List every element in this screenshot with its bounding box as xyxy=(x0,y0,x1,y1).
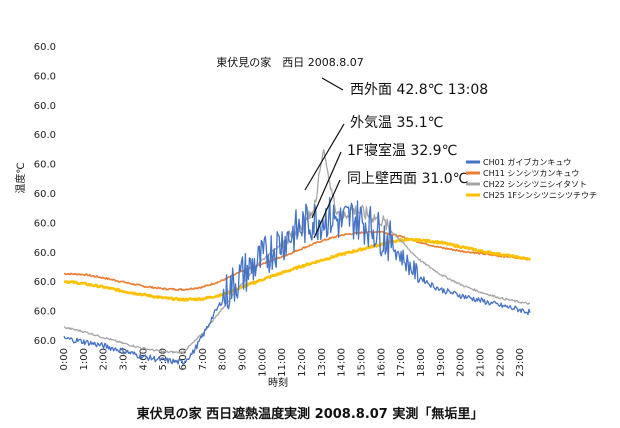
y-tick-label: 60.0 xyxy=(34,248,56,259)
x-tick-label: 9:00 xyxy=(237,348,248,370)
x-tick-label: 21:00 xyxy=(475,348,486,377)
y-tick-label: 60.0 xyxy=(34,101,56,112)
y-tick-label: 60.0 xyxy=(34,336,56,347)
series-line xyxy=(63,230,531,291)
x-tick-label: 19:00 xyxy=(436,348,447,377)
x-tick-label: 6:00 xyxy=(178,348,189,370)
x-tick-label: 18:00 xyxy=(416,348,427,377)
legend-label: CH01 ガイブカンキュウ xyxy=(483,157,571,167)
x-tick-label: 23:00 xyxy=(515,348,526,377)
legend-label: CH11 シンシツカンキュウ xyxy=(483,169,579,178)
y-tick-label: 60.0 xyxy=(34,189,56,200)
y-tick-label: 60.0 xyxy=(34,42,56,53)
x-tick-label: 15:00 xyxy=(356,348,367,377)
y-axis-title: 温度℃ xyxy=(14,162,27,193)
annotations: 西外面 42.8℃ 13:08 外気温 35.1℃ 1F寝室温 32.9℃ 同上壁西面… xyxy=(304,77,488,239)
legend-label: CH25 1Fシンシツニシツチウチ xyxy=(483,191,597,200)
series-line xyxy=(63,196,531,365)
annotation-label: 1F寝室温 32.9℃ xyxy=(347,142,457,159)
x-tick-label: 17:00 xyxy=(396,348,407,377)
x-tick-label: 12:00 xyxy=(297,348,308,377)
figure-caption: 東伏見の家 西日遮熱温度実測 2008.8.07 実測「無垢里」 xyxy=(137,406,484,422)
y-tick-label: 60.0 xyxy=(34,307,56,318)
annotation-leader xyxy=(304,123,345,191)
x-tick-label: 14:00 xyxy=(337,348,348,377)
x-tick-label: 2:00 xyxy=(99,348,110,370)
x-axis: 0:00 1:00 2:00 3:00 4:00 5:00 6:00 7:00 8:00 9:00… xyxy=(59,348,526,377)
x-axis-title: 時刻 xyxy=(268,376,288,389)
annotation-leader xyxy=(313,179,341,239)
y-tick-label: 60.0 xyxy=(34,277,56,288)
chart-title: 東伏見の家 西日 2008.8.07 xyxy=(216,55,363,69)
y-tick-label: 60.0 xyxy=(34,218,56,229)
legend-label: CH22 シンシツニシイタソト xyxy=(483,180,587,189)
y-tick-label: 60.0 xyxy=(34,130,56,141)
y-tick-label: 60.0 xyxy=(34,71,56,82)
x-tick-label: 13:00 xyxy=(317,348,328,377)
series-line xyxy=(63,237,532,302)
annotation-leader xyxy=(321,77,344,91)
x-tick-label: 11:00 xyxy=(277,348,288,377)
annotation-label: 同上壁西面 31.0℃ xyxy=(347,171,468,187)
x-tick-label: 3:00 xyxy=(118,348,129,370)
y-tick-label: 60.0 xyxy=(34,160,56,171)
x-tick-label: 4:00 xyxy=(138,348,149,370)
x-tick-label: 20:00 xyxy=(456,348,467,377)
x-tick-label: 16:00 xyxy=(376,348,387,377)
y-axis: 60.0 60.0 60.0 60.0 60.0 60.0 60.0 60.0 60.0 60.0… xyxy=(34,42,56,347)
annotation-label: 西外面 42.8℃ 13:08 xyxy=(350,82,488,98)
x-tick-label: 10:00 xyxy=(257,348,268,377)
plot-area xyxy=(63,148,532,365)
legend: CH01 ガイブカンキュウ CH11 シンシツカンキュウ CH22 シンシツニシイタ… xyxy=(466,157,597,200)
x-tick-label: 7:00 xyxy=(198,348,209,370)
x-tick-label: 0:00 xyxy=(59,348,70,370)
annotation-leader xyxy=(311,151,342,219)
x-tick-label: 22:00 xyxy=(495,348,506,377)
x-tick-label: 1:00 xyxy=(79,348,90,370)
annotation-label: 外気温 35.1℃ xyxy=(350,115,443,131)
x-tick-label: 8:00 xyxy=(218,348,229,370)
